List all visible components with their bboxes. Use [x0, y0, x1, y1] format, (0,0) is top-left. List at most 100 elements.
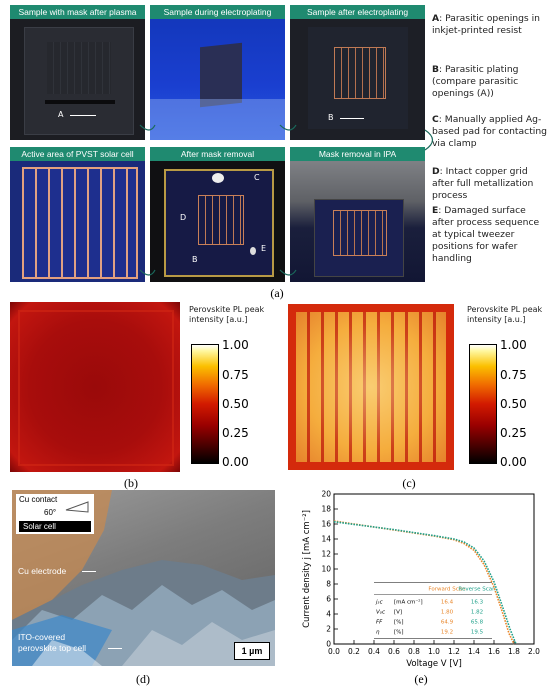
x-tick-label: 0.2 [348, 647, 360, 656]
colorbar-tick: 0.75 [500, 368, 527, 382]
table-unit: [V] [394, 610, 402, 616]
note-a: A: Parasitic openings in inkjet-printed … [432, 13, 540, 36]
y-tick-label: 16 [321, 520, 331, 529]
marker-d: D [180, 213, 187, 222]
colorbar-c [469, 344, 497, 464]
ito-label-1: ITO-covered [18, 632, 66, 642]
scale-bar: 1 µm [234, 642, 270, 660]
pl-map-b [10, 302, 180, 472]
y-tick-label: 14 [321, 535, 331, 544]
colorbar-tick: 0.25 [500, 426, 527, 440]
photo-label: Active area of PVST solar cell [10, 147, 145, 161]
wafer [164, 169, 274, 277]
photo-active-area: Active area of PVST solar cell [10, 147, 145, 282]
marker-e: E [261, 244, 267, 253]
table-forward-value: 16.4 [441, 600, 454, 606]
ito-label-2: perovskite top cell [18, 643, 87, 653]
y-tick-label: 20 [321, 490, 331, 499]
photo-after-mask-removal: After mask removal C D B E [150, 147, 285, 282]
table-param: FF [376, 620, 383, 626]
y-tick-label: 0 [326, 640, 331, 649]
caption-a: (a) [270, 286, 284, 300]
marker-c: C [254, 173, 260, 182]
note-d: D: Intact copper grid after full metalli… [432, 166, 534, 201]
flow-arrows [139, 124, 434, 276]
x-tick-label: 0.4 [368, 647, 380, 656]
table-forward-value: 1.80 [441, 610, 454, 616]
photo-mask-removal-ipa: Mask removal in IPA [290, 147, 425, 282]
y-axis-label: Current density j [mA cm⁻²] [302, 510, 312, 628]
photo-sample-mask-plasma: Sample with mask after plasma A [10, 5, 145, 140]
y-tick-label: 18 [321, 505, 331, 514]
table-forward-value: 64.9 [441, 620, 454, 626]
caption-b: (b) [124, 476, 138, 490]
caption-e: (e) [414, 672, 428, 686]
inset: Cu contact 60° Solar cell [16, 494, 94, 534]
jv-chart: 0.0 0.2 0.4 0.6 0.8 1.0 1.2 1.4 1.6 1.8 2.0 0 2 4 6 8 10… [302, 490, 540, 670]
x-tick-label: 1.6 [488, 647, 500, 656]
table-unit: [%] [394, 630, 404, 636]
parasitic-line [45, 100, 115, 104]
table-header-reverse: Reverse Scan [458, 587, 496, 593]
photo-label: Sample with mask after plasma [10, 5, 145, 19]
y-tick-label: 2 [326, 625, 331, 634]
caption-d: (d) [136, 672, 150, 686]
scale-label: 1 µm [241, 646, 263, 656]
damaged-spot [250, 247, 256, 255]
table-reverse-value: 1.82 [471, 610, 483, 616]
copper-grid [198, 195, 244, 245]
series-line-reverse [333, 520, 517, 645]
x-tick-label: 1.0 [428, 647, 440, 656]
arrow-icon [340, 118, 364, 119]
note-c: C: Manually applied Ag-based pad for con… [432, 114, 548, 149]
colorbar-tick: 0.00 [500, 455, 527, 469]
ag-pad [212, 173, 224, 183]
x-tick-label: 1.8 [508, 647, 520, 656]
photo-label: After mask removal [150, 147, 285, 161]
table-header-forward: Forward Scan [428, 587, 466, 593]
photo-after-electroplating: Sample after electroplating B [290, 5, 425, 140]
marker-b: B [192, 255, 198, 264]
marker-b: B [328, 113, 334, 122]
table-reverse-value: 65.8 [471, 620, 484, 626]
photo-label: Mask removal in IPA [290, 147, 425, 161]
arrow-icon [82, 571, 96, 572]
y-tick-label: 12 [321, 550, 331, 559]
inset-angle-label: 60° [44, 508, 57, 517]
inset-contact-label: Cu contact [19, 495, 58, 504]
wafer [24, 27, 134, 135]
colorbar-tick: 1.00 [222, 338, 249, 352]
colorbar-tick: 0.25 [222, 426, 249, 440]
photo-label: Sample during electroplating [150, 5, 285, 19]
solar-cell-grid [22, 167, 138, 279]
copper-grid [333, 210, 387, 256]
inset-cell-label: Solar cell [23, 522, 56, 531]
table-param: jₛc [375, 600, 383, 606]
copper-grid [334, 47, 386, 99]
colorbar-title-c: Perovskite PL peak intensity [a.u.] [467, 305, 543, 324]
colorbar-tick: 0.00 [222, 455, 249, 469]
y-tick-label: 4 [326, 610, 331, 619]
y-tick-label: 10 [321, 565, 331, 574]
table-unit: [%] [394, 620, 404, 626]
arrow-icon [108, 648, 122, 649]
photo-label: Sample after electroplating [290, 5, 425, 19]
arrow-icon [70, 115, 96, 116]
y-tick-label: 6 [326, 595, 331, 604]
x-tick-label: 0.8 [408, 647, 420, 656]
wafer [308, 27, 408, 129]
caption-c: (c) [402, 476, 416, 490]
x-tick-label: 1.4 [468, 647, 480, 656]
colorbar-tick: 0.50 [222, 397, 249, 411]
camera-icon [65, 501, 89, 513]
y-tick-label: 8 [326, 580, 331, 589]
marker-a: A [58, 110, 64, 119]
colorbar-tick: 0.50 [500, 397, 527, 411]
table-forward-value: 19.2 [441, 630, 453, 636]
x-tick-label: 0.6 [388, 647, 400, 656]
colorbar-title-b: Perovskite PL peak intensity [a.u.] [189, 305, 265, 324]
x-axis-label: Voltage V [V] [406, 659, 462, 669]
table-unit: [mA cm⁻²] [394, 599, 423, 606]
note-e: E: Damaged surface after process sequenc… [432, 205, 540, 264]
table-param: Vₒc [376, 610, 385, 616]
